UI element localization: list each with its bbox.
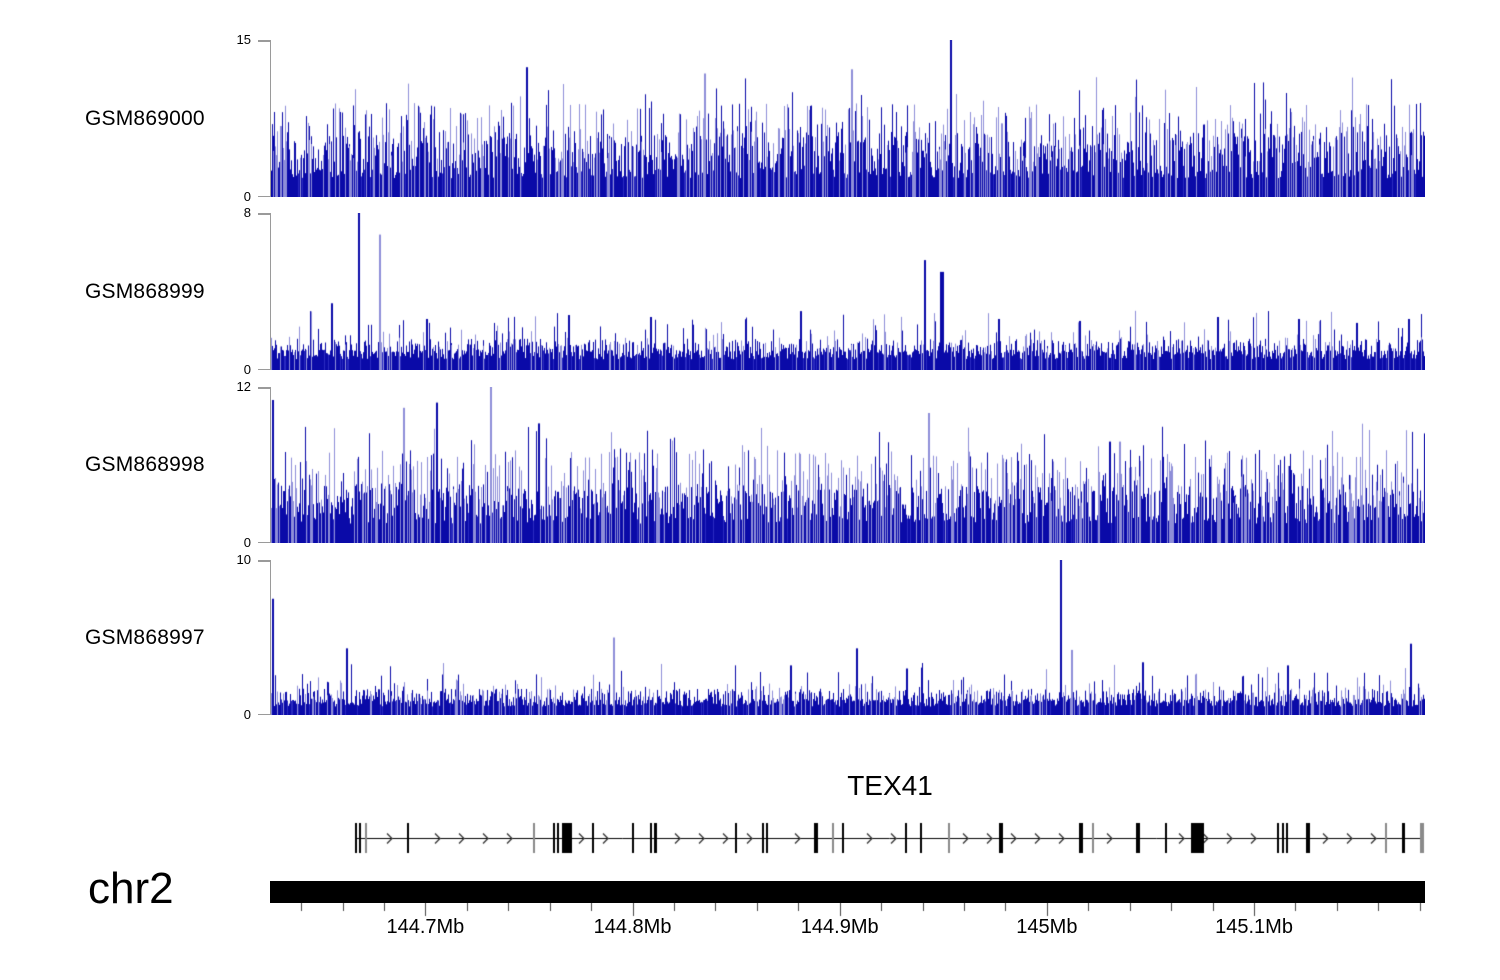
y-axis-top-tick xyxy=(258,560,271,562)
y-axis-max-label: 12 xyxy=(236,379,251,394)
gene-model-track xyxy=(270,820,1426,856)
y-axis-max-label: 10 xyxy=(236,552,251,567)
y-axis-line xyxy=(270,40,271,197)
y-axis-min-label: 0 xyxy=(243,189,251,204)
signal-plot-gsm868999 xyxy=(271,213,1425,370)
track-label: GSM869000 xyxy=(85,106,205,130)
axis-tick-label: 145.1Mb xyxy=(1215,916,1293,938)
track-label: GSM868999 xyxy=(85,279,205,303)
y-axis-max-label: 8 xyxy=(243,205,251,220)
y-axis-top-tick xyxy=(258,40,271,42)
y-axis-bottom-tick xyxy=(258,713,271,715)
axis-tick-label: 144.8Mb xyxy=(593,916,672,938)
axis-tick-label: 144.7Mb xyxy=(386,916,465,938)
signal-track-gsm868999: GSM868999 8 0 xyxy=(0,205,1500,377)
y-axis-bottom-tick xyxy=(258,368,271,370)
track-label: GSM868998 xyxy=(85,453,205,476)
signal-plot-gsm868997 xyxy=(271,560,1425,715)
y-axis-min-label: 0 xyxy=(243,535,251,550)
y-axis-top-tick xyxy=(258,387,271,389)
y-axis-line xyxy=(270,213,271,370)
axis-tick-label: 144.9Mb xyxy=(800,916,879,938)
genome-axis-bar xyxy=(270,881,1425,903)
signal-plot-gsm869000 xyxy=(271,40,1425,197)
y-axis-line xyxy=(270,387,271,543)
y-axis-bottom-tick xyxy=(258,541,271,543)
gene-name-label: TEX41 xyxy=(847,770,933,801)
y-axis-min-label: 0 xyxy=(243,362,251,377)
signal-plot-gsm868998 xyxy=(271,387,1425,543)
genome-axis-ticks xyxy=(270,903,1426,919)
y-axis-top-tick xyxy=(258,213,271,215)
signal-track-gsm868997: GSM868997 10 0 xyxy=(0,552,1500,722)
track-label: GSM868997 xyxy=(85,625,205,649)
signal-track-gsm868998: GSM868998 12 0 xyxy=(0,379,1500,550)
chromosome-label: chr2 xyxy=(88,864,174,913)
y-axis-line xyxy=(270,560,271,715)
axis-tick-label: 145Mb xyxy=(1016,916,1078,938)
y-axis-max-label: 15 xyxy=(236,32,251,47)
y-axis-bottom-tick xyxy=(258,195,271,197)
signal-track-gsm869000: GSM869000 15 0 xyxy=(0,32,1500,204)
y-axis-min-label: 0 xyxy=(243,707,251,722)
